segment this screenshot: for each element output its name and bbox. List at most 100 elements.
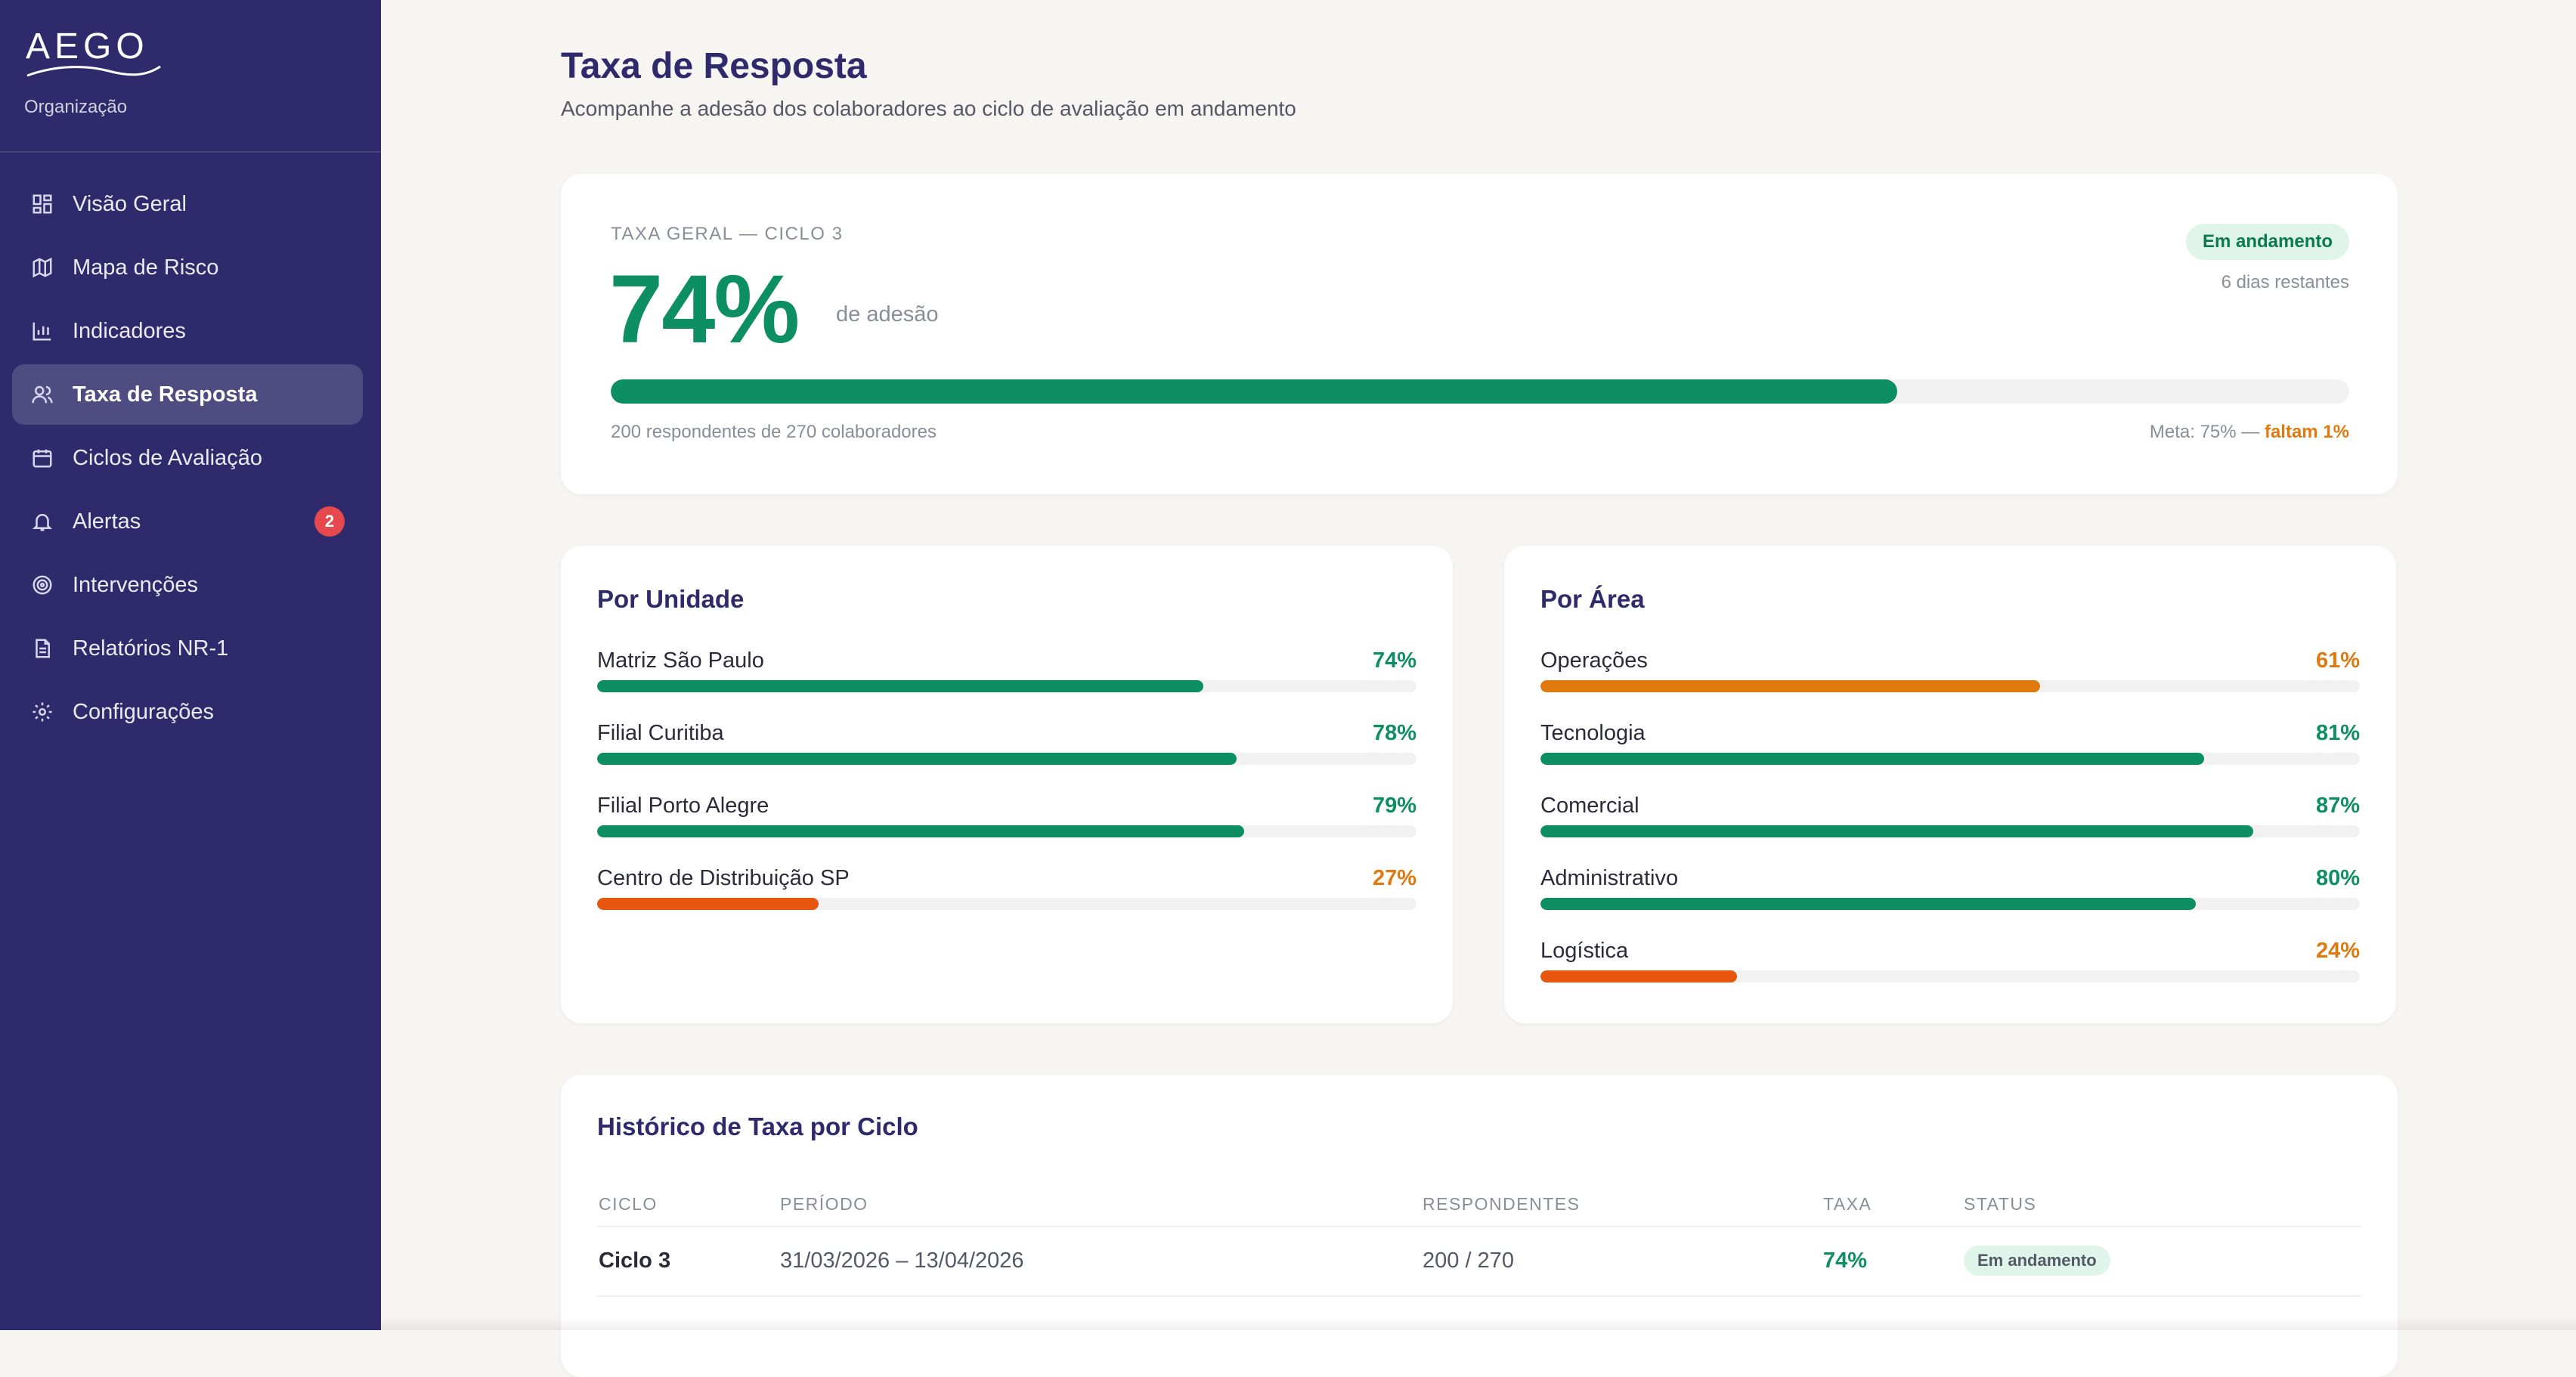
calendar-icon <box>30 446 54 470</box>
breakdown-percentage: 74% <box>1372 648 1416 673</box>
sidebar-item-indicadores[interactable]: Indicadores <box>12 301 363 361</box>
goal-gap: faltam 1% <box>2264 422 2349 442</box>
breakdown-progress-bar <box>1540 680 2360 692</box>
overall-rate-value: 74% <box>609 255 800 364</box>
breakdown-row: Tecnologia 81% <box>1540 721 2360 794</box>
sidebar-item-label: Ciclos de Avaliação <box>73 445 262 470</box>
breakdown-label: Centro de Distribuição SP <box>597 866 850 890</box>
breakdown-row: Administrativo 80% <box>1540 866 2360 939</box>
breakdown-row: Filial Curitiba 78% <box>597 721 1416 794</box>
logo-text: AEGO <box>26 26 149 67</box>
breakdown-row: Filial Porto Alegre 79% <box>597 794 1416 866</box>
sidebar-item-label: Intervenções <box>73 572 199 597</box>
map-icon <box>30 255 54 280</box>
cell-periodo: 31/03/2026 – 13/04/2026 <box>780 1249 1024 1273</box>
gear-icon <box>30 700 54 724</box>
sidebar-item-intervencoes[interactable]: Intervenções <box>12 555 363 615</box>
breakdown-progress-fill <box>597 753 1237 765</box>
breakdown-progress-fill <box>1540 898 2197 910</box>
sidebar-item-label: Indicadores <box>73 318 186 343</box>
breakdown-progress-fill <box>1540 753 2205 765</box>
by-area-title: Por Área <box>1540 585 1645 613</box>
overall-progress-bar <box>611 379 2349 404</box>
sidebar-item-label: Alertas <box>73 509 141 534</box>
overall-progress-fill <box>611 379 1897 404</box>
cell-respondentes: 200 / 270 <box>1423 1249 1514 1273</box>
breakdown-progress-bar <box>597 680 1416 692</box>
sidebar-item-ciclos-de-avaliacao[interactable]: Ciclos de Avaliação <box>12 428 363 488</box>
breakdown-percentage: 80% <box>2315 866 2360 890</box>
sidebar-item-taxa-de-resposta[interactable]: Taxa de Resposta <box>12 364 363 425</box>
brand-logo[interactable]: AEGO <box>26 29 162 80</box>
sidebar-item-label: Configurações <box>73 699 214 724</box>
by-unit-list: Matriz São Paulo 74% Filial Curitiba 78% Fil… <box>597 648 1416 939</box>
sidebar-item-alertas[interactable]: Alertas 2 <box>12 491 363 552</box>
sidebar-item-label: Visão Geral <box>73 191 187 216</box>
history-table: CICLO PERÍODO RESPONDENTES TAXA STATUS C… <box>597 1181 2361 1297</box>
days-remaining: 6 dias restantes <box>2221 272 2349 292</box>
breakdown-row: Centro de Distribuição SP 27% <box>597 866 1416 939</box>
overall-rate-card: TAXA GERAL — CICLO 3 74% de adesão Em an… <box>561 174 2398 494</box>
by-area-card: Por Área Operações 61% Tecnologia 81% Comerc… <box>1504 546 2396 1023</box>
scroll-shadow <box>381 1317 2576 1330</box>
breakdown-progress-bar <box>597 825 1416 837</box>
breakdown-percentage: 61% <box>2315 648 2360 673</box>
breakdown-progress-bar <box>1540 825 2360 837</box>
breakdown-percentage: 78% <box>1372 721 1416 745</box>
breakdown-label: Filial Porto Alegre <box>597 794 769 818</box>
breakdown-progress-bar <box>1540 970 2360 982</box>
breakdown-progress-bar <box>1540 753 2360 765</box>
column-header-taxa[interactable]: TAXA <box>1823 1194 1872 1214</box>
breakdown-label: Matriz São Paulo <box>597 648 764 673</box>
breakdown-progress-fill <box>597 898 819 910</box>
breakdown-progress-fill <box>1540 825 2254 837</box>
breakdown-label: Filial Curitiba <box>597 721 724 745</box>
breakdown-percentage: 27% <box>1372 866 1416 890</box>
organization-label: Organização <box>24 97 128 117</box>
breakdown-label: Comercial <box>1540 794 1639 818</box>
breakdown-progress-fill <box>597 825 1245 837</box>
table-row[interactable]: Ciclo 3 31/03/2026 – 13/04/2026 200 / 27… <box>597 1227 2361 1297</box>
sidebar-item-label: Mapa de Risco <box>73 255 219 280</box>
cell-taxa: 74% <box>1823 1249 1868 1273</box>
page-title: Taxa de Resposta <box>561 46 867 86</box>
column-header-respondentes[interactable]: RESPONDENTES <box>1423 1194 1581 1214</box>
by-unit-card: Por Unidade Matriz São Paulo 74% Filial Cu… <box>561 546 1453 1023</box>
sidebar-item-configuracoes[interactable]: Configurações <box>12 682 363 742</box>
breakdown-label: Logística <box>1540 939 1629 963</box>
breakdown-row: Operações 61% <box>1540 648 2360 721</box>
status-badge: Em andamento <box>1964 1245 2110 1276</box>
history-card: Histórico de Taxa por Ciclo CICLO PERÍOD… <box>561 1075 2398 1377</box>
breakdown-row: Matriz São Paulo 74% <box>597 648 1416 721</box>
target-icon <box>30 573 54 597</box>
breakdown-percentage: 24% <box>2315 939 2360 963</box>
bar-chart-icon <box>30 319 54 343</box>
overall-rate-suffix: de adesão <box>836 302 939 326</box>
by-unit-title: Por Unidade <box>597 585 745 613</box>
breakdown-row: Comercial 87% <box>1540 794 2360 866</box>
breakdown-row: Logística 24% <box>1540 939 2360 1011</box>
breakdown-progress-bar <box>1540 898 2360 910</box>
bell-icon <box>30 509 54 534</box>
sidebar-item-visao-geral[interactable]: Visão Geral <box>12 174 363 234</box>
breakdown-progress-bar <box>597 753 1416 765</box>
sidebar-item-label: Taxa de Resposta <box>73 382 258 407</box>
history-title: Histórico de Taxa por Ciclo <box>597 1112 918 1140</box>
breakdown-percentage: 79% <box>1372 794 1416 818</box>
status-badge: Em andamento <box>2185 224 2349 260</box>
logo-wave-icon <box>26 65 161 77</box>
sidebar: AEGO Organização Visão Geral Mapa de Ris… <box>0 0 381 1330</box>
respondents-summary: 200 respondentes de 270 colaboradores <box>611 422 937 442</box>
sidebar-item-label: Relatórios NR-1 <box>73 636 229 661</box>
table-header: CICLO PERÍODO RESPONDENTES TAXA STATUS <box>597 1181 2361 1227</box>
column-header-status[interactable]: STATUS <box>1964 1194 2037 1214</box>
column-header-periodo[interactable]: PERÍODO <box>780 1194 868 1214</box>
sidebar-item-relatorios-nr1[interactable]: Relatórios NR-1 <box>12 618 363 679</box>
by-area-list: Operações 61% Tecnologia 81% Comercial 87% Adm… <box>1540 648 2360 1011</box>
document-icon <box>30 636 54 661</box>
breakdown-label: Operações <box>1540 648 1648 673</box>
column-header-ciclo[interactable]: CICLO <box>599 1194 658 1214</box>
sidebar-item-mapa-de-risco[interactable]: Mapa de Risco <box>12 237 363 298</box>
breakdown-progress-bar <box>597 898 1416 910</box>
breakdown-percentage: 81% <box>2315 721 2360 745</box>
